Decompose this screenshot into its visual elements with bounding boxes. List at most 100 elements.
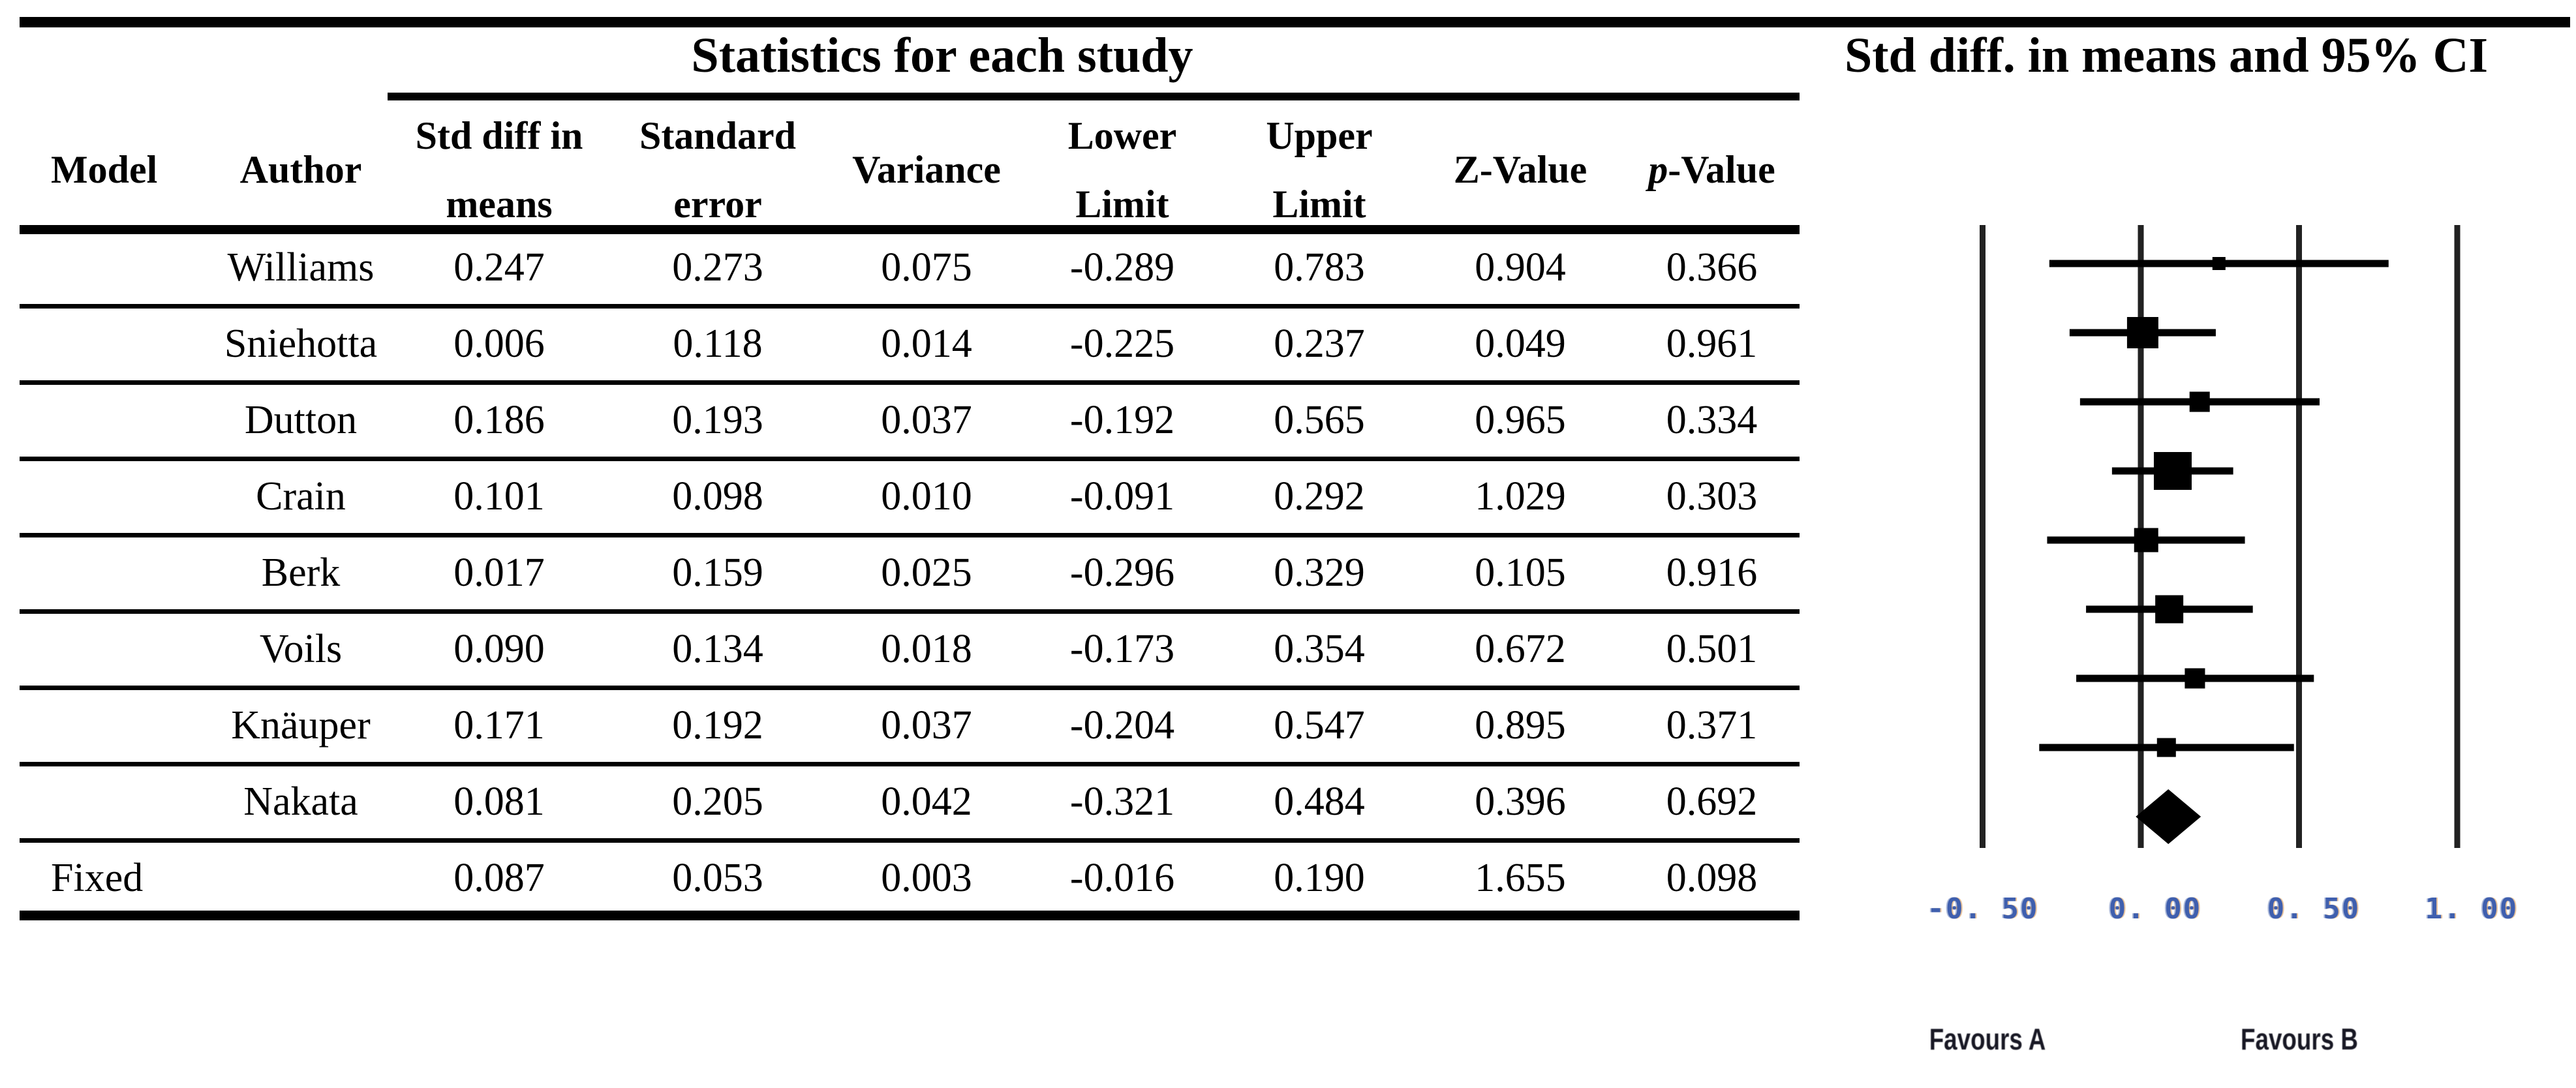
variance-cell: 0.037 — [881, 398, 972, 442]
variance-cell: 0.037 — [881, 703, 972, 748]
row-divider — [20, 686, 1800, 690]
col-header-label: means — [446, 183, 553, 226]
z-value-cell: 0.672 — [1475, 627, 1566, 671]
p-value-cell: 0.916 — [1666, 551, 1758, 595]
upper-limit-cell: 0.565 — [1274, 398, 1365, 442]
author-cell: Voils — [259, 627, 343, 671]
variance-cell: 0.075 — [881, 245, 972, 290]
p-value-cell: 0.098 — [1666, 856, 1758, 900]
std-err-cell: 0.192 — [672, 703, 763, 748]
lower-limit-cell: -0.296 — [1069, 551, 1175, 595]
std-err-cell: 0.098 — [672, 474, 763, 519]
variance-cell: 0.025 — [881, 551, 972, 595]
col-header-author: Author — [210, 102, 391, 273]
col-header-label: Model — [51, 148, 158, 191]
p-value-cell: 0.303 — [1666, 474, 1758, 519]
col-header-label: Author — [239, 148, 362, 191]
row-divider — [20, 838, 1800, 843]
col-header-variance: Variance — [823, 102, 1030, 273]
author-cell: Crain — [256, 474, 346, 519]
std-diff-cell: 0.017 — [453, 551, 545, 595]
col-header-label: Standard — [639, 114, 797, 157]
std-diff-cell: 0.171 — [453, 703, 545, 748]
col-header-std-diff: Std diff in means — [391, 102, 607, 239]
std-diff-cell: 0.087 — [453, 856, 545, 900]
upper-limit-cell: 0.329 — [1274, 551, 1365, 595]
author-cell: Sniehotta — [224, 322, 378, 366]
col-header-p-value: p-Value — [1624, 102, 1800, 273]
col-header-standard-error: Standard error — [607, 102, 829, 239]
col-header-label: Lower — [1067, 114, 1177, 157]
col-header-label: Z-Value — [1453, 148, 1587, 191]
std-err-cell: 0.134 — [672, 627, 763, 671]
model-cell: Fixed — [51, 856, 144, 900]
top-rule — [20, 17, 2570, 27]
z-value-cell: 0.105 — [1475, 551, 1566, 595]
variance-cell: 0.014 — [881, 322, 972, 366]
col-header-label: Limit — [1075, 183, 1169, 226]
upper-limit-cell: 0.484 — [1274, 779, 1365, 824]
x-tick-label: 0. 00 — [2108, 892, 2202, 926]
lower-limit-cell: -0.321 — [1069, 779, 1175, 824]
col-header-label: Limit — [1272, 183, 1366, 226]
author-cell: Williams — [227, 245, 375, 290]
variance-cell: 0.042 — [881, 779, 972, 824]
std-err-cell: 0.273 — [672, 245, 763, 290]
plot-title: Std diff. in means and 95% CI — [1844, 28, 2489, 83]
std-err-cell: 0.193 — [672, 398, 763, 442]
z-value-cell: 0.049 — [1475, 322, 1566, 366]
col-header-lower-limit: Lower Limit — [1022, 102, 1222, 239]
author-cell: Berk — [261, 551, 341, 595]
col-header-label: Upper — [1266, 114, 1373, 157]
x-tick-label: -0. 50 — [1927, 892, 2039, 926]
col-header-label: p-Value — [1624, 136, 1800, 204]
row-divider — [20, 609, 1800, 614]
lower-limit-cell: -0.173 — [1069, 627, 1175, 671]
upper-limit-cell: 0.783 — [1274, 245, 1365, 290]
std-err-cell: 0.159 — [672, 551, 763, 595]
header-bottom-rule — [20, 225, 1800, 234]
z-value-cell: 1.655 — [1475, 856, 1566, 900]
std-diff-cell: 0.081 — [453, 779, 545, 824]
z-value-cell: 0.396 — [1475, 779, 1566, 824]
lower-limit-cell: -0.204 — [1069, 703, 1175, 748]
x-tick-label: 0. 50 — [2267, 892, 2361, 926]
lower-limit-cell: -0.091 — [1069, 474, 1175, 519]
author-cell: Dutton — [244, 398, 358, 442]
variance-cell: 0.010 — [881, 474, 972, 519]
row-divider — [20, 304, 1800, 309]
table-group-header: Statistics for each study — [691, 28, 1193, 83]
std-diff-cell: 0.101 — [453, 474, 545, 519]
z-value-cell: 1.029 — [1475, 474, 1566, 519]
group-header-rule — [388, 93, 1800, 100]
p-italic: p — [1648, 148, 1668, 191]
col-header-label: Variance — [852, 148, 1001, 191]
row-divider — [20, 762, 1800, 766]
std-diff-cell: 0.247 — [453, 245, 545, 290]
variance-cell: 0.018 — [881, 627, 972, 671]
std-err-cell: 0.205 — [672, 779, 763, 824]
col-header-z-value: Z-Value — [1417, 102, 1624, 273]
col-header-label: error — [673, 183, 762, 226]
lower-limit-cell: -0.289 — [1069, 245, 1175, 290]
upper-limit-cell: 0.354 — [1274, 627, 1365, 671]
favours-a-label: Favours A — [1929, 1022, 2046, 1056]
upper-limit-cell: 0.190 — [1274, 856, 1365, 900]
row-divider — [20, 457, 1800, 461]
p-value-cell: 0.366 — [1666, 245, 1758, 290]
col-header-model: Model — [20, 102, 210, 239]
z-value-cell: 0.895 — [1475, 703, 1566, 748]
std-err-cell: 0.118 — [673, 322, 763, 366]
p-value-cell: 0.961 — [1666, 322, 1758, 366]
upper-limit-cell: 0.292 — [1274, 474, 1365, 519]
z-value-cell: 0.965 — [1475, 398, 1566, 442]
z-value-cell: 0.904 — [1475, 245, 1566, 290]
author-cell: Knäuper — [231, 703, 371, 748]
lower-limit-cell: -0.192 — [1069, 398, 1175, 442]
lower-limit-cell: -0.016 — [1069, 856, 1175, 900]
favours-b-label: Favours B — [2241, 1022, 2358, 1056]
std-err-cell: 0.053 — [672, 856, 763, 900]
std-diff-cell: 0.186 — [453, 398, 545, 442]
lower-limit-cell: -0.225 — [1069, 322, 1175, 366]
